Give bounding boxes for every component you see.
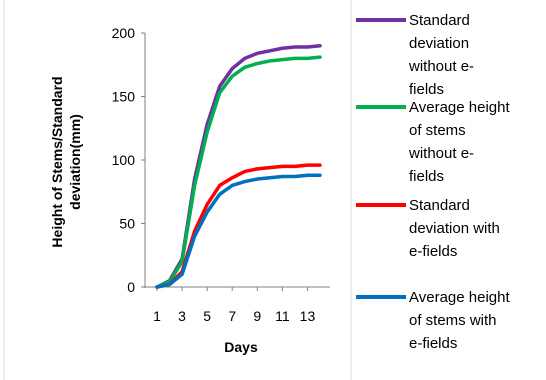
y-axis-title-line-2: deviation(mm) <box>67 114 83 210</box>
legend-label-4: of stems with <box>409 312 497 329</box>
series-line-2 <box>155 55 322 289</box>
y-tick-label: 200 <box>112 25 136 41</box>
y-tick-label: 0 <box>127 279 135 295</box>
legend-label-2: Average height <box>409 99 510 116</box>
legend-label-3: deviation with <box>409 220 500 237</box>
series-line-4 <box>155 173 322 289</box>
legend-label-3: Standard <box>409 197 470 214</box>
x-tick-label: 9 <box>253 308 261 324</box>
legend-label-1: Standard <box>409 12 470 29</box>
x-tick-label: 13 <box>300 308 316 324</box>
legend-label-3: e-fields <box>409 243 457 260</box>
legend-label-1: fields <box>409 81 444 98</box>
y-tick-label: 100 <box>112 152 136 168</box>
legend-label-1: without e- <box>408 58 474 75</box>
x-tick-label: 5 <box>203 308 211 324</box>
legend-label-4: e-fields <box>409 335 457 352</box>
x-tick-label: 3 <box>178 308 186 324</box>
legend-label-4: Average height <box>409 289 510 306</box>
x-tick-label: 1 <box>153 308 161 324</box>
legend-label-2: without e- <box>408 145 474 162</box>
legend-label-2: of stems <box>409 122 466 139</box>
plot-axes <box>141 32 330 291</box>
x-tick-label: 7 <box>228 308 236 324</box>
y-axis-title-line-1: Height of Stems/Standard <box>49 76 65 247</box>
y-axis-title: Height of Stems/Standard deviation(mm) <box>49 76 83 247</box>
series-lines <box>155 43 322 289</box>
legend-label-2: fields <box>409 168 444 185</box>
y-tick-label: 150 <box>112 89 136 105</box>
y-tick-label: 50 <box>119 216 135 232</box>
x-tick-label: 11 <box>275 308 290 324</box>
x-axis-title: Days <box>224 339 258 355</box>
legend-label-1: deviation <box>409 35 469 52</box>
